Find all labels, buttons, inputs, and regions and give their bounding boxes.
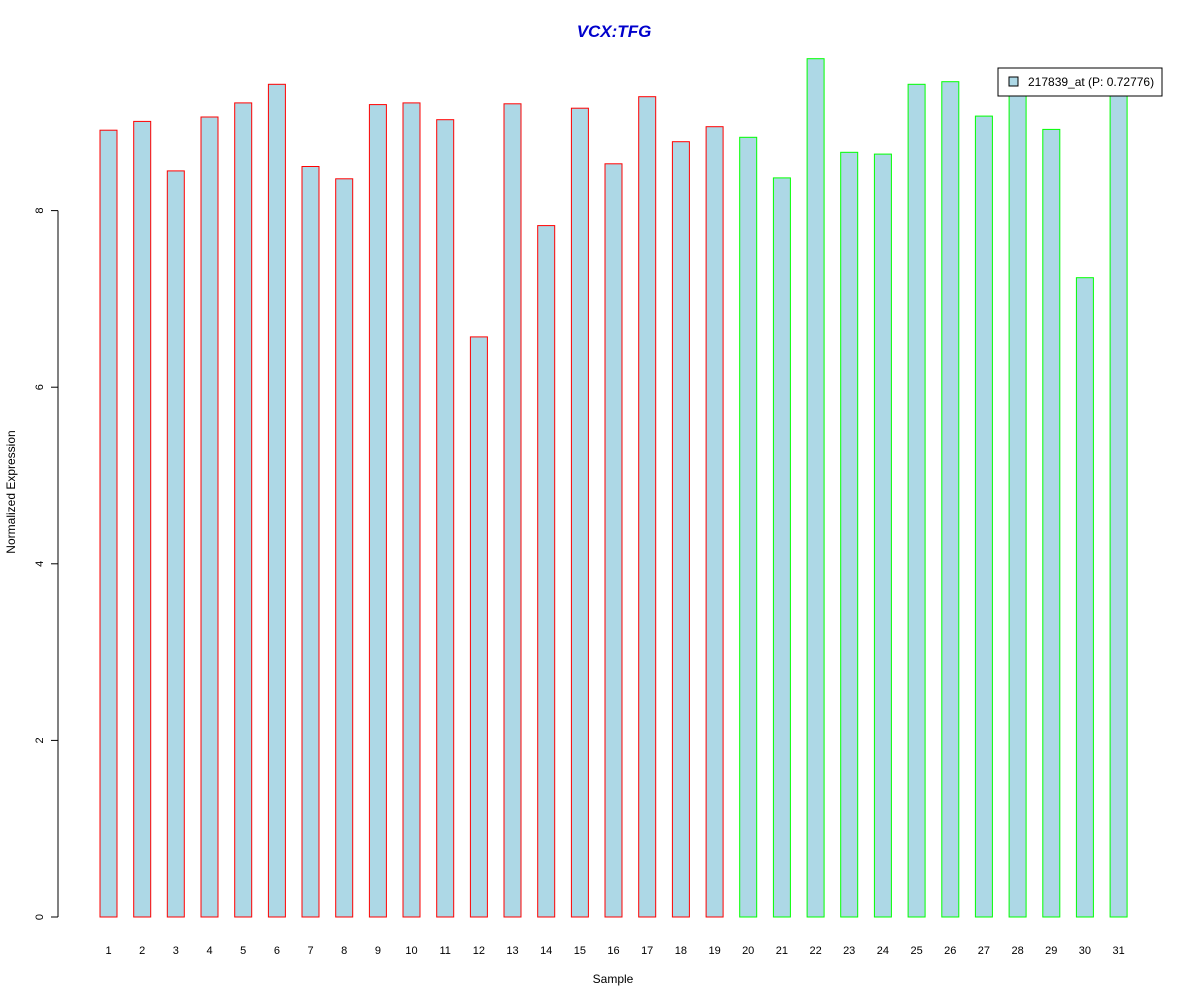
bar-24 (873, 153, 892, 918)
bar-2 (133, 120, 152, 918)
chart-title: VCX:TFG (577, 22, 652, 41)
x-tick-label: 11 (439, 945, 450, 957)
y-tick-label: 2 (34, 737, 46, 743)
y-tick-label: 8 (34, 208, 46, 214)
x-tick-label: 3 (173, 945, 179, 957)
x-tick-label: 18 (675, 945, 687, 957)
x-tick-label: 8 (341, 945, 347, 957)
legend-box (997, 67, 1163, 97)
x-tick-label: 16 (607, 945, 619, 957)
y-tick-label: 0 (34, 914, 46, 920)
legend-swatch (1008, 76, 1019, 87)
x-tick-label: 26 (944, 945, 956, 957)
bar-1 (99, 129, 118, 918)
x-tick-label: 29 (1045, 945, 1057, 957)
x-tick-label: 17 (641, 945, 653, 957)
bar-7 (301, 166, 320, 918)
x-tick-labels: 1 2 3 4 5 6 7 8 9 10 11 12 13 14 15 16 17 18 19 20 21 22 23 24 2… (105, 945, 1124, 957)
x-tick-label: 14 (540, 945, 552, 957)
bar-4 (200, 116, 219, 918)
x-tick-label: 13 (506, 945, 518, 957)
x-tick-label: 21 (776, 945, 788, 957)
bar-20 (739, 136, 758, 918)
legend: 217839_at (P: 0.72776) (997, 67, 1163, 97)
bar-17 (638, 96, 657, 918)
bar-8 (335, 178, 354, 918)
bar-5 (234, 102, 253, 918)
x-tick-label: 31 (1112, 945, 1124, 957)
bar-23 (840, 151, 859, 918)
bar-12 (469, 336, 488, 918)
x-tick-label: 24 (877, 945, 889, 957)
bar-10 (402, 102, 421, 918)
bar-22 (806, 58, 825, 918)
x-tick-label: 2 (139, 945, 145, 957)
bar-18 (671, 141, 690, 918)
y-tick-label: 6 (34, 384, 46, 390)
bar-9 (368, 104, 387, 918)
bars-group (99, 58, 1128, 918)
bar-30 (1075, 277, 1094, 918)
x-tick-label: 25 (910, 945, 922, 957)
bar-11 (436, 119, 455, 918)
bar-29 (1042, 128, 1061, 918)
x-tick-label: 28 (1011, 945, 1023, 957)
bar-15 (570, 107, 589, 918)
bar-26 (941, 81, 960, 918)
x-tick-label: 9 (375, 945, 381, 957)
bar-27 (974, 115, 993, 918)
x-tick-label: 22 (809, 945, 821, 957)
y-axis-label: Normalized Expression (4, 430, 18, 553)
bar-31 (1109, 90, 1128, 918)
x-tick-label: 6 (274, 945, 280, 957)
x-tick-label: 30 (1079, 945, 1091, 957)
y-tick-label: 4 (34, 561, 46, 567)
x-tick-label: 7 (307, 945, 313, 957)
x-tick-label: 1 (105, 945, 111, 957)
bar-14 (537, 225, 556, 918)
x-tick-label: 23 (843, 945, 855, 957)
y-axis: 0 2 4 6 8 (34, 208, 59, 920)
x-tick-label: 5 (240, 945, 246, 957)
x-tick-label: 27 (978, 945, 990, 957)
legend-label: 217839_at (P: 0.72776) (1028, 75, 1154, 89)
x-tick-label: 15 (574, 945, 586, 957)
x-tick-label: 20 (742, 945, 754, 957)
bar-19 (705, 126, 724, 918)
bar-6 (267, 83, 286, 918)
x-tick-label: 12 (473, 945, 485, 957)
bar-13 (503, 103, 522, 918)
x-tick-label: 4 (206, 945, 212, 957)
x-axis-label: Sample (593, 972, 634, 986)
bar-16 (604, 163, 623, 918)
x-tick-label: 10 (405, 945, 417, 957)
bar-28 (1008, 90, 1027, 918)
bar-3 (166, 170, 185, 918)
x-tick-label: 19 (708, 945, 720, 957)
bar-21 (772, 177, 791, 918)
bar-25 (907, 83, 926, 918)
